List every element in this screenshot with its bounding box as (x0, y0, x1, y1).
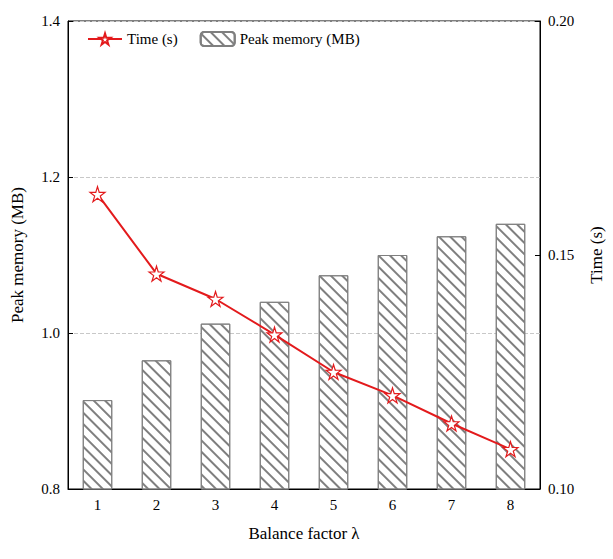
svg-text:7: 7 (448, 497, 456, 513)
svg-text:0.20: 0.20 (548, 13, 574, 29)
svg-text:Peak memory (MB): Peak memory (MB) (240, 31, 360, 48)
svg-text:8: 8 (507, 497, 515, 513)
svg-text:1.0: 1.0 (41, 325, 60, 341)
svg-text:4: 4 (271, 497, 279, 513)
svg-text:2: 2 (153, 497, 161, 513)
svg-text:5: 5 (330, 497, 338, 513)
svg-text:3: 3 (212, 497, 220, 513)
svg-text:Peak memory (MB): Peak memory (MB) (8, 187, 27, 323)
svg-text:6: 6 (389, 497, 397, 513)
svg-text:1.4: 1.4 (41, 13, 60, 29)
svg-text:1: 1 (94, 497, 102, 513)
svg-text:Time (s): Time (s) (587, 226, 606, 283)
svg-text:0.10: 0.10 (548, 481, 574, 497)
svg-text:1.2: 1.2 (41, 169, 60, 185)
svg-text:Time (s): Time (s) (127, 31, 178, 48)
svg-text:0.8: 0.8 (41, 481, 60, 497)
svg-text:0.15: 0.15 (548, 247, 574, 263)
svg-text:Balance factor λ: Balance factor λ (248, 524, 360, 543)
